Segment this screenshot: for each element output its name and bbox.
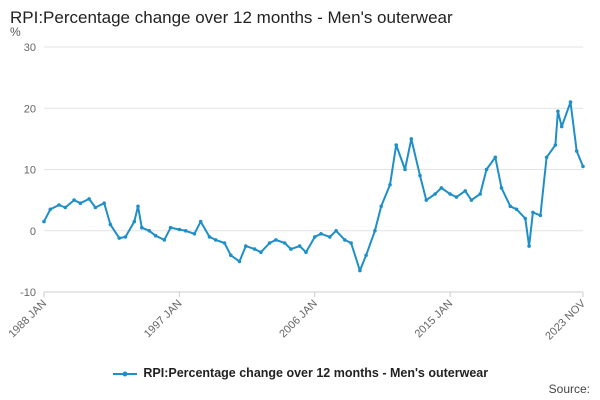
data-point [394,143,399,147]
data-point [72,198,76,202]
data-point [222,241,227,245]
data-point [379,204,384,209]
line-chart: % -10 0 10 20 30 1988 JAN 1997 JAN 2006 JAN 2015 … [6,25,588,342]
data-point [207,235,212,239]
data-point [136,204,140,209]
data-point [78,201,83,205]
data-point [553,143,558,147]
data-point [499,186,504,190]
data-point [282,241,287,245]
data-point [334,229,338,233]
data-point [328,235,332,239]
data-point [448,192,452,196]
data-point [538,213,543,218]
data-point [319,232,323,236]
data-point [244,244,248,248]
data-point [343,238,347,242]
y-tick-label: 20 [24,103,36,115]
y-axis-label: % [10,25,21,39]
data-point [153,233,158,238]
data-point [87,197,91,201]
legend: RPI:Percentage change over 12 months - M… [0,366,600,380]
data-point [469,198,474,202]
data-point [63,205,68,210]
data-point [252,247,257,251]
data-point [544,155,549,160]
data-point [313,235,317,239]
data-point [42,219,46,224]
x-tick-label: 2006 JAN [277,298,320,341]
chart-title: RPI:Percentage change over 12 months - M… [10,8,453,27]
data-point [574,149,579,153]
legend-label: RPI:Percentage change over 12 months - M… [143,366,489,380]
data-point [192,232,197,236]
data-point [424,198,429,202]
data-point [259,250,263,254]
data-point [508,204,513,209]
data-point [229,253,233,258]
data-point [581,164,585,169]
legend-swatch-icon [112,371,137,377]
x-tick-label: 1997 JAN [142,298,185,341]
data-point [484,167,489,172]
data-point [274,238,278,242]
data-point [289,247,293,251]
data-point [556,109,560,114]
data-point [433,192,437,196]
y-tick-label: 30 [24,42,36,54]
data-point [568,100,573,104]
y-tick-label: 10 [24,165,36,177]
data-point [478,192,483,196]
data-point [108,222,113,227]
data-point [531,210,535,215]
data-point [439,186,444,190]
data-point [140,225,144,230]
data-point [409,137,414,141]
data-point [123,235,128,239]
y-tick-label: -10 [20,287,36,299]
data-point [183,229,188,233]
data-point [523,216,528,221]
data-point [527,244,531,248]
data-point [162,238,167,242]
y-tick-label: 0 [30,226,36,238]
data-point [168,225,173,230]
data-point [559,124,564,129]
data-point [57,203,61,207]
data-point [297,244,302,248]
data-point [373,229,377,233]
data-point [454,195,459,199]
data-point [463,189,468,193]
data-point [102,201,106,205]
data-point [349,241,353,245]
data-point [364,253,368,258]
x-tick-label: 2023 NOV [543,297,588,342]
data-point [198,219,203,224]
data-point [493,155,498,160]
data-point [117,236,121,240]
data-point [514,207,519,212]
x-tick-label: 2015 JAN [413,298,456,341]
data-point [403,167,407,172]
series-line [43,101,584,272]
data-point [93,205,98,210]
source-label: Source: [548,382,590,396]
data-point [177,227,182,232]
data-point [388,183,392,187]
data-point [213,238,218,242]
data-point [48,207,53,212]
data-point [267,241,272,245]
data-point [304,250,308,254]
data-point [418,173,422,178]
x-tick-label: 1988 JAN [6,298,49,341]
data-point [237,259,242,264]
data-point [147,229,152,233]
data-point [358,268,362,273]
data-point [132,219,137,224]
